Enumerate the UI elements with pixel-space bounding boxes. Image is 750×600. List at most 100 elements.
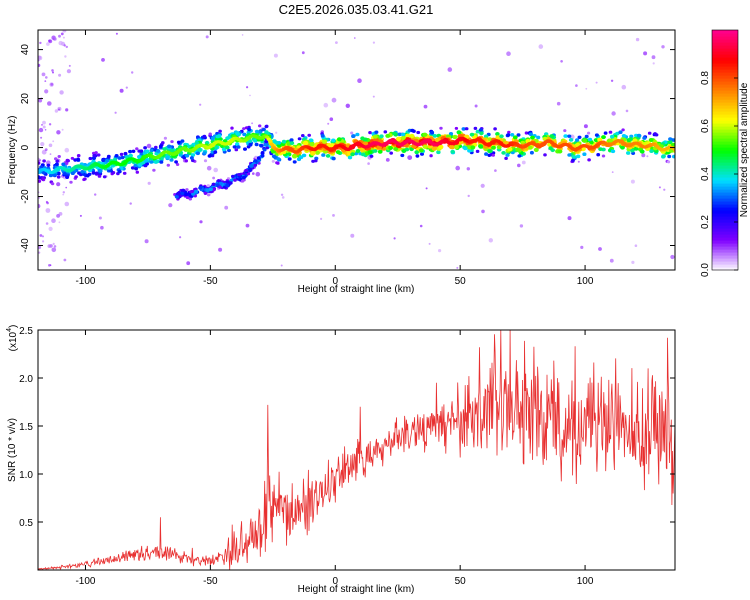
heatmap-noise-cell	[407, 155, 413, 161]
heatmap-noise-cell	[62, 191, 65, 194]
heatmap-ridge-cell	[307, 133, 312, 137]
heatmap-ridge-cell	[158, 144, 163, 148]
heatmap-noise-cell	[241, 34, 244, 36]
heatmap-ridge-cell	[243, 147, 247, 151]
heatmap-noise-cell	[199, 103, 202, 106]
heatmap-noise-cell	[65, 186, 67, 189]
colorbar-band	[712, 87, 738, 91]
heatmap-ridge-cell	[117, 156, 122, 160]
heatmap-ridge-cell	[289, 138, 294, 142]
heatmap-ridge-cell	[46, 163, 51, 167]
heatmap-ridge-cell	[301, 134, 305, 138]
heatmap-ridge-cell	[420, 152, 424, 156]
heatmap-ridge-cell	[369, 154, 374, 158]
heatmap-noise-cell	[621, 84, 627, 90]
colorbar-band	[712, 165, 738, 169]
heatmap-secondary-cell	[190, 189, 194, 194]
colorbar-band	[712, 264, 738, 268]
heatmap-noise-cell	[199, 220, 203, 224]
heatmap-ridge-cell	[470, 145, 476, 150]
colorbar-band	[712, 231, 738, 235]
heatmap-noise-cell	[560, 60, 563, 63]
heatmap-ridge-cell	[232, 145, 237, 149]
heatmap-noise-cell	[455, 165, 461, 171]
heatmap-ridge-cell	[210, 150, 215, 154]
heatmap-noise-cell	[45, 208, 51, 213]
colorbar-band	[712, 36, 738, 40]
heatmap-secondary-cell	[249, 164, 254, 168]
heatmap-ridge-cell	[143, 164, 148, 168]
colorbar-band	[712, 75, 738, 79]
heatmap-secondary-cell	[185, 188, 189, 192]
heatmap-ridge-cell	[180, 139, 185, 143]
heatmap-noise-cell	[42, 235, 44, 238]
heatmap-ridge-cell	[587, 137, 593, 142]
heatmap-ridge-cell	[601, 135, 606, 140]
heatmap-ridge-cell	[530, 135, 535, 140]
heatmap-frame	[37, 29, 676, 271]
heatmap-ridge-cell	[76, 154, 81, 158]
snr-y-label: SNR (10 * v/v)	[7, 418, 18, 482]
heatmap-secondary-cell	[263, 143, 268, 147]
heatmap-ridge-cell	[563, 134, 568, 138]
heatmap-y-tick-label: 0	[20, 144, 31, 150]
snr-panel: -100 -50 0 50 100 0.5 1.0 1.5 2.0 2.5 Height of …	[6, 325, 676, 595]
heatmap-ridge-cell	[234, 148, 239, 152]
heatmap-noise-cell	[41, 124, 43, 126]
heatmap-noise-cell	[641, 153, 646, 158]
colorbar-band	[712, 60, 738, 64]
heatmap-ridge-cell	[309, 138, 314, 143]
heatmap-noise-cell	[63, 44, 66, 47]
snr-multiplier-base: (x10	[8, 331, 19, 351]
snr-x-tick-label: 50	[455, 576, 467, 587]
heatmap-x-tick-label: 0	[332, 276, 338, 287]
heatmap-noise-cell	[48, 226, 53, 231]
heatmap-ridge-cell	[608, 130, 613, 134]
heatmap-ridge-cell	[422, 144, 428, 149]
heatmap-ridge-cell	[661, 154, 666, 159]
heatmap-y-tick-label: 40	[20, 44, 31, 56]
heatmap-ridge-cell	[128, 149, 133, 154]
heatmap-ridge-cell	[52, 173, 57, 177]
heatmap-ridge-cell	[154, 145, 158, 149]
heatmap-ridge-cell	[603, 131, 608, 135]
heatmap-secondary-cell	[240, 179, 245, 183]
colorbar-band	[712, 147, 738, 151]
heatmap-noise-cell	[251, 122, 254, 125]
heatmap-noise-cell	[635, 37, 640, 42]
heatmap-ridge-cell	[253, 138, 258, 143]
heatmap-ridge-cell	[355, 132, 360, 137]
colorbar-band	[712, 183, 738, 187]
heatmap-noise-cell	[58, 108, 60, 111]
heatmap-ridge-cell	[56, 175, 61, 179]
heatmap-noise-cell	[634, 244, 638, 247]
heatmap-secondary-cell	[212, 188, 216, 192]
heatmap-ridge-cell	[139, 152, 144, 156]
heatmap-noise-cell	[48, 39, 53, 44]
colorbar-band	[712, 96, 738, 100]
heatmap-ridge-cell	[469, 132, 475, 137]
heatmap-ridge-cell	[101, 158, 106, 163]
heatmap-noise-cell	[663, 188, 666, 191]
heatmap-ridge-cell	[254, 142, 259, 147]
heatmap-noise-cell	[38, 197, 40, 199]
heatmap-ridge-cell	[70, 171, 75, 175]
colorbar-band	[712, 156, 738, 160]
heatmap-ridge-core	[269, 142, 274, 146]
heatmap-noise-cell	[42, 125, 46, 129]
heatmap-ridge-cell	[478, 144, 484, 149]
heatmap-ridge-cell	[287, 157, 292, 161]
heatmap-secondary-cell	[181, 189, 186, 193]
heatmap-noise-cell	[65, 45, 69, 49]
heatmap-secondary-cell	[233, 178, 237, 182]
heatmap-noise-cell	[46, 42, 50, 46]
heatmap-ridge-cell	[156, 149, 161, 153]
heatmap-ridge-cell	[557, 149, 563, 154]
heatmap-ridge-cell	[74, 175, 78, 179]
heatmap-ridge-cell	[400, 153, 405, 158]
heatmap-ridge-cell	[620, 145, 625, 150]
heatmap-noise-cell	[62, 193, 65, 196]
colorbar-band	[712, 66, 738, 70]
heatmap-secondary-cell	[244, 168, 249, 172]
heatmap-ridge-cell	[372, 134, 378, 139]
